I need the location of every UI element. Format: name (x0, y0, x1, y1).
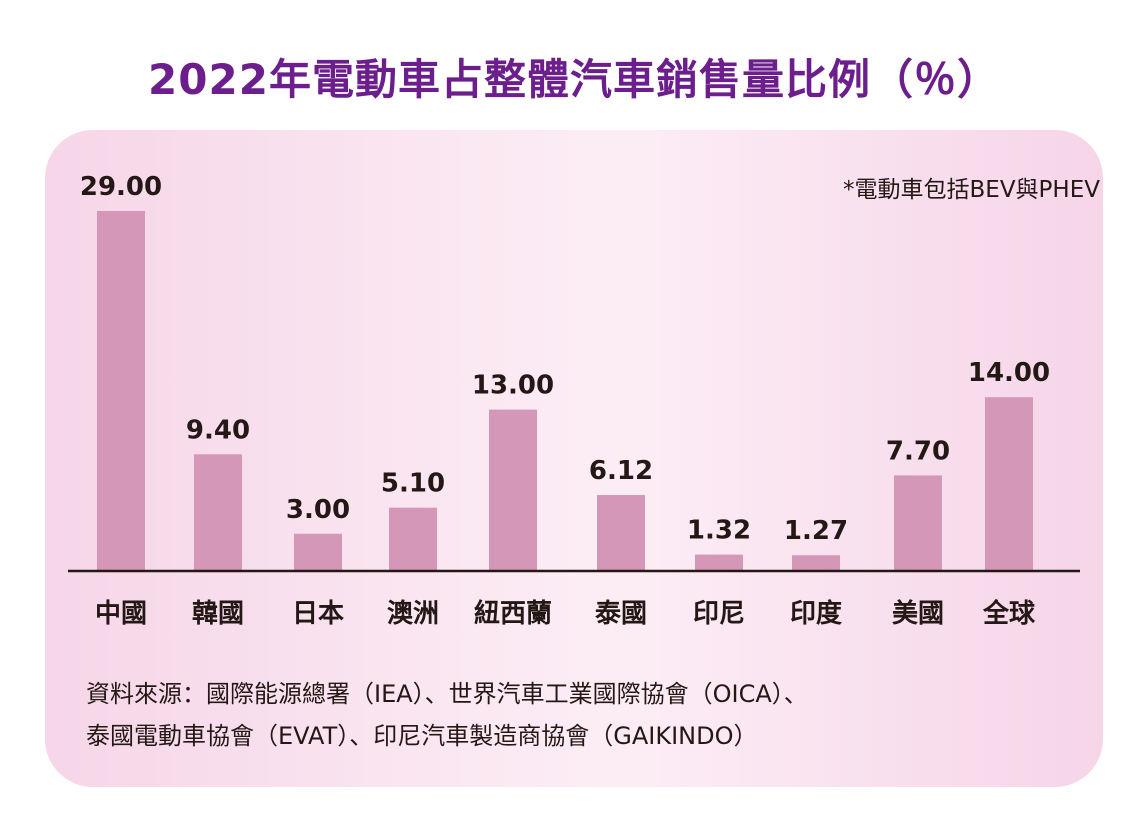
data-label: 29.00 (80, 172, 162, 202)
category-label: 美國 (892, 598, 944, 629)
category-label: 印度 (790, 598, 842, 629)
data-label: 7.70 (886, 436, 950, 466)
category-label: 中國 (95, 599, 147, 629)
data-label: 6.12 (589, 456, 653, 486)
bar (792, 555, 840, 571)
data-label: 3.00 (286, 495, 350, 525)
category-label: 澳洲 (387, 599, 439, 629)
data-label: 5.10 (381, 469, 445, 499)
data-label: 1.27 (784, 516, 848, 546)
bar (985, 397, 1033, 571)
chart-title: 2022年電動車占整體汽車銷售量比例（％） (148, 55, 1000, 104)
data-label: 1.32 (687, 516, 751, 546)
data-label: 13.00 (472, 371, 554, 401)
bar (194, 454, 242, 571)
bar (489, 409, 537, 571)
source-line-1: 資料來源：國際能源總署（IEA）、世界汽車工業國際協會（OICA）、 (86, 680, 808, 708)
category-label: 泰國 (595, 599, 647, 629)
data-label: 9.40 (186, 415, 250, 445)
category-label: 紐西蘭 (474, 598, 552, 629)
bar (389, 507, 437, 571)
chart-note: *電動車包括BEV與PHEV (843, 177, 1100, 203)
category-label: 印尼 (693, 599, 745, 629)
category-label: 韓國 (192, 599, 244, 629)
bar (695, 554, 743, 571)
category-label: 全球 (982, 598, 1036, 629)
bar (894, 475, 942, 571)
bar (597, 495, 645, 571)
bar (97, 211, 145, 571)
bar (294, 533, 342, 571)
data-label: 14.00 (968, 358, 1050, 388)
source-line-2: 泰國電動車協會（EVAT）、印尼汽車製造商協會（GAIKINDO） (86, 722, 758, 750)
category-label: 日本 (292, 599, 344, 629)
